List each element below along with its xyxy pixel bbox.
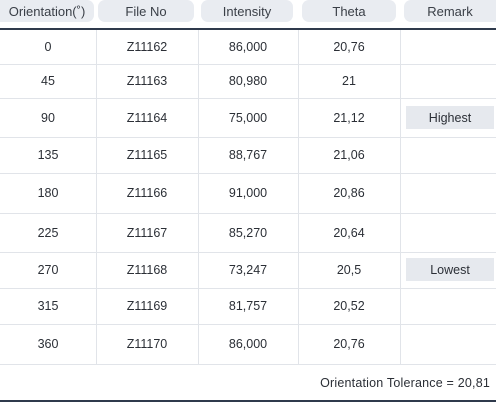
table-row[interactable]: 315 Z11169 81,757 20,52 xyxy=(0,288,496,325)
cell-theta: 21,12 xyxy=(333,110,365,125)
column-divider xyxy=(96,30,97,364)
cell-theta: 20,5 xyxy=(336,263,362,277)
cell-orientation: 270 xyxy=(37,263,59,277)
cell-intensity: 81,757 xyxy=(228,299,268,313)
remark-badge-highest: Highest xyxy=(406,106,494,129)
cell-theta: 20,86 xyxy=(333,186,365,200)
table-row[interactable]: 0 Z11162 86,000 20,76 xyxy=(0,30,496,65)
cell-theta: 20,64 xyxy=(333,225,365,240)
cell-orientation: 180 xyxy=(37,186,59,200)
table-header: Orientation(˚) File No Intensity Theta R… xyxy=(0,0,496,24)
table-row[interactable]: 180 Z11166 91,000 20,86 xyxy=(0,173,496,214)
cell-file-no: Z11170 xyxy=(126,337,168,351)
cell-file-no: Z11167 xyxy=(126,225,168,240)
table-row[interactable]: 225 Z11167 85,270 20,64 xyxy=(0,213,496,253)
cell-file-no: Z11166 xyxy=(126,186,168,200)
cell-intensity: 75,000 xyxy=(228,110,268,125)
column-header-intensity[interactable]: Intensity xyxy=(201,0,293,22)
cell-file-no: Z11164 xyxy=(126,110,168,125)
cell-intensity: 86,000 xyxy=(228,40,268,54)
table-top-rule xyxy=(0,28,496,30)
table-row[interactable]: 90 Z11164 75,000 21,12 Highest xyxy=(0,98,496,138)
column-header-remark[interactable]: Remark xyxy=(404,0,496,22)
column-header-theta[interactable]: Theta xyxy=(302,0,396,22)
cell-file-no: Z11169 xyxy=(126,299,168,313)
cell-orientation: 135 xyxy=(37,148,59,162)
cell-theta: 21,06 xyxy=(333,148,365,162)
cell-intensity: 91,000 xyxy=(228,186,268,200)
cell-orientation: 90 xyxy=(41,110,55,125)
cell-intensity: 86,000 xyxy=(228,337,268,351)
column-header-orientation[interactable]: Orientation(˚) xyxy=(0,0,94,22)
table-row[interactable]: 360 Z11170 86,000 20,76 xyxy=(0,324,496,365)
cell-file-no: Z11168 xyxy=(126,263,168,277)
cell-theta: 20,76 xyxy=(333,40,365,54)
table-bottom-rule xyxy=(0,400,496,402)
cell-file-no: Z11163 xyxy=(126,74,168,88)
cell-orientation: 360 xyxy=(37,337,59,351)
table-row[interactable]: 270 Z11168 73,247 20,5 Lowest xyxy=(0,252,496,289)
cell-orientation: 225 xyxy=(37,225,59,240)
cell-file-no: Z11162 xyxy=(126,40,168,54)
cell-intensity: 80,980 xyxy=(228,74,268,88)
cell-orientation: 315 xyxy=(37,299,59,313)
orientation-tolerance: Orientation Tolerance = 20,81 xyxy=(320,376,490,390)
cell-orientation: 45 xyxy=(41,74,55,88)
cell-intensity: 73,247 xyxy=(228,263,268,277)
table-row[interactable]: 45 Z11163 80,980 21 xyxy=(0,64,496,99)
column-header-file-no[interactable]: File No xyxy=(98,0,194,22)
cell-theta: 20,52 xyxy=(333,299,365,313)
cell-theta: 20,76 xyxy=(333,337,365,351)
column-divider xyxy=(198,30,199,364)
table-row[interactable]: 135 Z11165 88,767 21,06 xyxy=(0,137,496,174)
cell-theta: 21 xyxy=(342,74,356,88)
cell-intensity: 85,270 xyxy=(228,225,268,240)
cell-file-no: Z11165 xyxy=(126,148,168,162)
column-divider xyxy=(298,30,299,364)
cell-intensity: 88,767 xyxy=(228,148,268,162)
remark-badge-lowest: Lowest xyxy=(406,258,494,281)
column-divider xyxy=(400,30,401,364)
cell-orientation: 0 xyxy=(44,40,52,54)
